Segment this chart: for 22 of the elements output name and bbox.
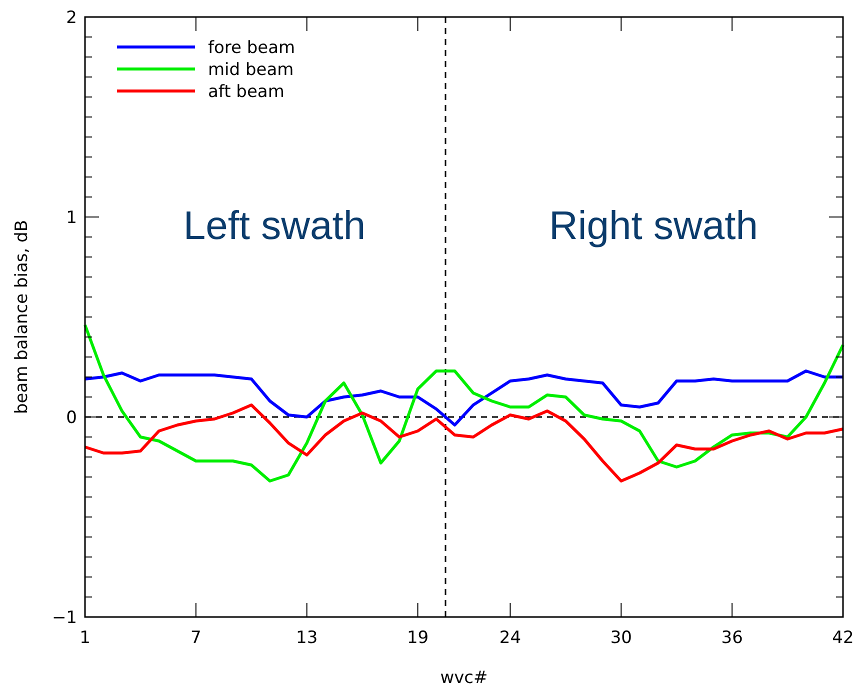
y-axis-title: beam balance bias, dB [12,220,32,414]
y-tick-label: −1 [52,608,77,628]
legend-label: mid beam [208,60,294,80]
y-tick-label: 2 [66,8,77,28]
x-axis-title: wvc# [440,668,488,688]
legend-label: fore beam [208,38,296,58]
x-tick-label: 36 [721,628,743,648]
x-tick-label: 30 [610,628,632,648]
line-series [84,370,844,426]
annotation: Left swath [183,204,366,248]
x-tick-label: 1 [80,628,90,648]
x-tick-label: 19 [406,628,429,648]
x-tick-label: 13 [296,628,318,648]
line-series [84,404,844,482]
y-tick-label: 1 [66,208,77,228]
y-tick-label: 0 [66,408,77,428]
legend-label: aft beam [208,82,284,102]
x-tick-label: 42 [832,628,854,648]
x-tick-label: 24 [499,628,522,648]
x-tick-label: 7 [190,628,202,648]
line-series [84,324,844,482]
annotation: Right swath [549,204,758,248]
